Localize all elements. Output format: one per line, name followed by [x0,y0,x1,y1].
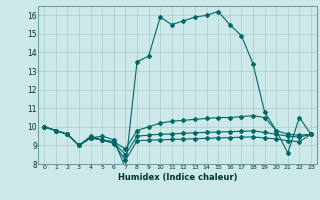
X-axis label: Humidex (Indice chaleur): Humidex (Indice chaleur) [118,173,237,182]
